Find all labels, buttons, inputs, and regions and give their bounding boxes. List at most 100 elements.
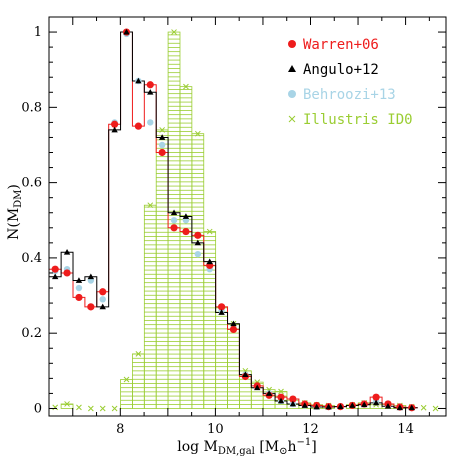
warren-marker bbox=[217, 303, 226, 311]
warren-marker bbox=[63, 269, 71, 277]
warren-marker bbox=[51, 265, 59, 273]
illustris-bar bbox=[215, 306, 228, 409]
warren-marker bbox=[289, 395, 297, 403]
angulo-marker bbox=[75, 277, 83, 283]
legend-label: Behroozi+13 bbox=[303, 87, 396, 103]
illustris-marker bbox=[183, 83, 189, 90]
illustris-marker bbox=[135, 351, 142, 357]
x-tick-label: 12 bbox=[302, 422, 319, 437]
x-tick-label: 8 bbox=[116, 422, 124, 437]
illustris-marker bbox=[52, 404, 59, 411]
angulo-marker bbox=[158, 134, 166, 140]
angulo-marker bbox=[147, 89, 154, 95]
warren-marker bbox=[372, 393, 380, 401]
warren-marker bbox=[99, 288, 107, 296]
illustris-marker bbox=[64, 401, 70, 407]
angulo-marker bbox=[182, 213, 190, 219]
angulo-marker bbox=[337, 403, 344, 409]
angulo-marker bbox=[289, 400, 297, 407]
illustris-marker bbox=[206, 228, 213, 235]
legend-marker bbox=[288, 90, 296, 98]
angulo-marker bbox=[87, 273, 95, 280]
warren-marker bbox=[111, 120, 119, 128]
angulo-marker bbox=[372, 399, 380, 406]
behroozi-marker bbox=[158, 141, 166, 149]
angulo-marker bbox=[99, 303, 106, 310]
warren-marker bbox=[182, 227, 190, 236]
behroozi-marker bbox=[99, 296, 106, 303]
y-tick-label: 0.8 bbox=[21, 100, 42, 115]
angulo-marker bbox=[277, 397, 285, 404]
angulo-marker bbox=[361, 401, 368, 408]
angulo-marker bbox=[313, 403, 320, 410]
step-lines bbox=[49, 31, 418, 409]
angulo-marker bbox=[111, 126, 118, 133]
angulo-marker bbox=[384, 403, 392, 409]
angulo-marker bbox=[170, 209, 178, 216]
warren-marker bbox=[75, 293, 83, 302]
illustris-bar bbox=[143, 204, 157, 409]
y-tick-label: 0 bbox=[34, 401, 42, 416]
illustris-marker bbox=[194, 130, 201, 137]
angulo-marker bbox=[206, 258, 213, 265]
behroozi-marker bbox=[170, 217, 178, 224]
plot-frame bbox=[48, 16, 447, 417]
y-tick-label: 0.2 bbox=[21, 326, 42, 341]
illustris-marker bbox=[87, 405, 94, 412]
angulo-step-line bbox=[49, 31, 418, 409]
illustris-marker bbox=[171, 29, 177, 35]
angulo-marker bbox=[265, 390, 273, 396]
illustris-marker bbox=[76, 404, 82, 411]
legend-marker bbox=[288, 115, 296, 123]
illustris-bar bbox=[179, 86, 193, 409]
legend-marker bbox=[288, 40, 296, 48]
angulo-marker bbox=[194, 239, 202, 246]
illustris-marker bbox=[159, 127, 166, 133]
angulo-marker bbox=[349, 402, 356, 408]
warren-marker bbox=[134, 122, 142, 130]
illustris-marker bbox=[278, 388, 284, 395]
warren-marker bbox=[277, 393, 285, 401]
warren-marker bbox=[229, 325, 238, 334]
angulo-marker bbox=[63, 249, 71, 255]
x-tick-label: 14 bbox=[397, 422, 414, 437]
legend-label: Illustris ID0 bbox=[303, 112, 413, 128]
legend-label: Angulo+12 bbox=[303, 62, 379, 78]
angulo-marker bbox=[408, 404, 415, 411]
illustris-bar bbox=[203, 231, 217, 409]
y-tick-label: 0.6 bbox=[21, 176, 42, 191]
legend-label: Warren+06 bbox=[303, 37, 379, 53]
warren-marker bbox=[170, 224, 178, 232]
axis-ticks: 8 10 12 14 0 0.2 0.4 0.6 0.8 1 bbox=[21, 17, 446, 437]
angulo-marker bbox=[396, 404, 404, 411]
angulo-marker bbox=[230, 320, 237, 327]
y-axis-label: N(MDM) bbox=[6, 184, 24, 240]
illustris-marker bbox=[111, 405, 118, 412]
angulo-marker bbox=[301, 402, 308, 408]
behroozi-marker bbox=[147, 119, 154, 126]
data-markers bbox=[51, 28, 439, 412]
warren-marker bbox=[87, 303, 95, 311]
y-tick-label: 1 bbox=[34, 25, 42, 40]
illustris-marker bbox=[432, 405, 439, 412]
angulo-marker bbox=[135, 77, 142, 84]
angulo-marker bbox=[51, 273, 59, 280]
illustris-marker bbox=[99, 405, 106, 412]
x-tick-label: 10 bbox=[207, 422, 224, 437]
y-tick-label: 0.4 bbox=[21, 251, 42, 266]
illustris-marker bbox=[420, 404, 427, 411]
warren-marker bbox=[194, 231, 202, 239]
legend: Warren+06 Angulo+12 Behroozi+13 Illustris I… bbox=[303, 37, 413, 128]
behroozi-marker bbox=[194, 250, 202, 258]
illustris-marker bbox=[147, 202, 154, 209]
angulo-marker bbox=[325, 403, 332, 410]
angulo-marker bbox=[254, 384, 261, 391]
warren-marker bbox=[146, 81, 154, 89]
angulo-marker bbox=[123, 28, 130, 35]
angulo-marker bbox=[242, 371, 249, 377]
behroozi-marker bbox=[75, 284, 83, 292]
x-axis-label: log MDM,gal [M⊙h−1] bbox=[177, 437, 317, 457]
warren-marker bbox=[158, 148, 166, 157]
angulo-marker bbox=[218, 309, 225, 315]
